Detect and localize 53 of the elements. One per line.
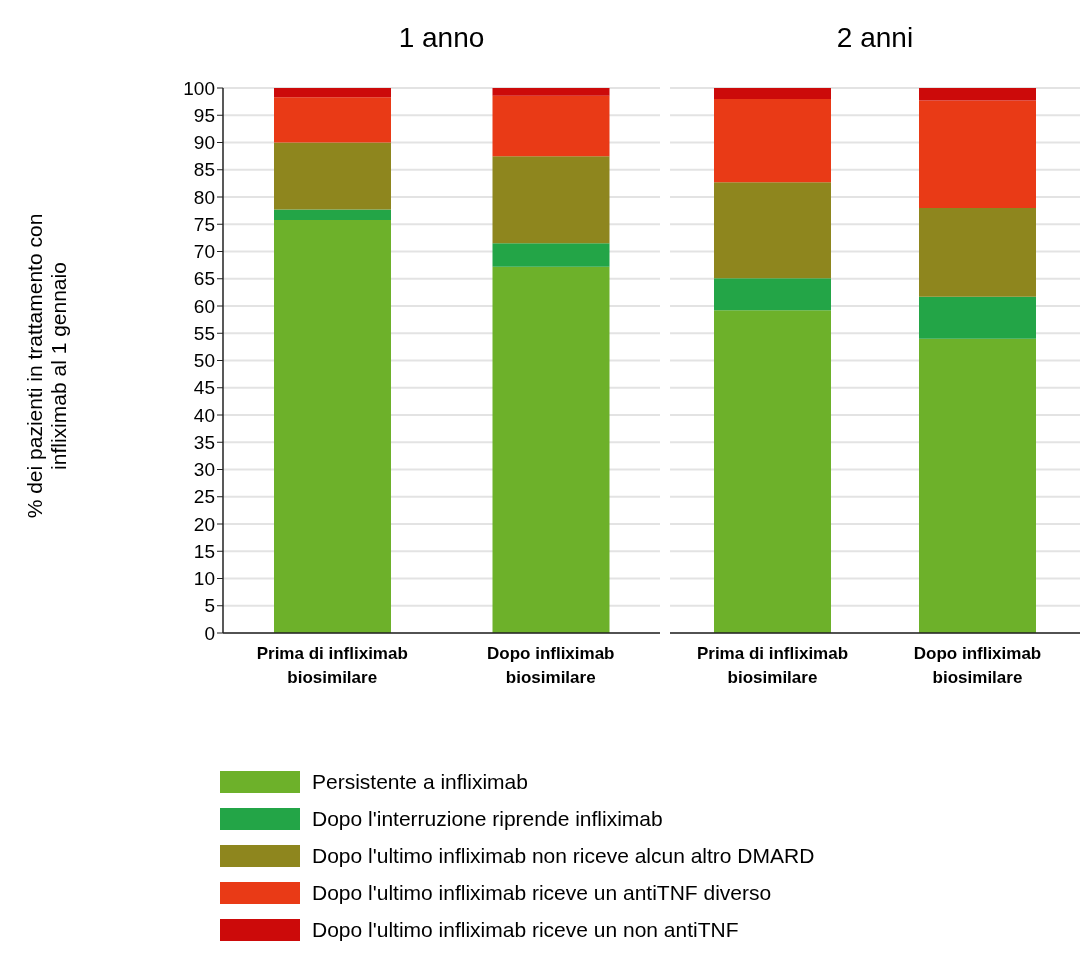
bar <box>492 88 610 96</box>
x-tick-label: Prima di infliximab biosimilare <box>696 644 849 687</box>
y-tick-label: 0 <box>204 622 215 644</box>
chart-title: 1 anno <box>397 21 486 55</box>
y-tick-label: 20 <box>193 513 215 535</box>
y-tick-label: 95 <box>193 104 215 126</box>
y-axis-title: % dei pazienti in trattamento con infliximab al 1 gennaio <box>23 212 71 521</box>
bar <box>714 278 831 311</box>
legend-label: Dopo l'ultimo infliximab riceve un antiTNF diverso <box>312 880 772 905</box>
bar <box>274 209 391 220</box>
bar <box>714 88 831 99</box>
y-tick-label: 85 <box>193 159 215 181</box>
y-tick-label: 75 <box>193 213 215 235</box>
bar <box>919 207 1036 297</box>
bar <box>274 97 391 143</box>
y-tick-label: 50 <box>193 350 215 372</box>
bar <box>919 88 1036 101</box>
chart-title: 2 anni <box>835 21 915 55</box>
y-tick-label: 100 <box>183 77 215 99</box>
legend-label: Dopo l'ultimo infliximab non riceve alcun altro DMARD <box>312 843 815 868</box>
y-tick-label: 55 <box>193 322 215 344</box>
y-tick-label: 80 <box>193 186 215 208</box>
x-tick-label: Dopo infliximab biosimilare <box>913 644 1042 687</box>
bar <box>919 296 1036 339</box>
bar <box>492 156 610 244</box>
y-tick-label: 25 <box>193 486 215 508</box>
bar <box>274 88 391 98</box>
y-tick-label: 30 <box>193 459 215 481</box>
y-tick-label: 10 <box>193 568 215 590</box>
y-tick-label: 5 <box>204 595 215 617</box>
legend-label: Persistente a infliximab <box>312 769 528 794</box>
y-tick-label: 70 <box>193 241 215 263</box>
y-tick-label: 15 <box>193 540 215 562</box>
x-tick-label: Prima di infliximab biosimilare <box>256 644 408 687</box>
bar <box>714 310 831 633</box>
bar <box>492 243 610 267</box>
y-tick-label: 60 <box>193 295 215 317</box>
bar <box>274 142 391 210</box>
y-tick-label: 40 <box>193 404 215 426</box>
bar <box>492 95 610 157</box>
bar <box>919 100 1036 208</box>
y-tick-label: 90 <box>193 132 215 154</box>
legend-label: Dopo l'interruzione riprende infliximab <box>312 806 663 831</box>
y-tick-label: 35 <box>193 431 215 453</box>
y-tick-label: 65 <box>193 268 215 290</box>
x-tick-label: Dopo infliximab biosimilare <box>487 644 615 687</box>
legend-label: Dopo l'ultimo infliximab riceve un non antiTNF <box>312 917 739 942</box>
bar <box>492 266 610 633</box>
y-tick-label: 45 <box>193 377 215 399</box>
bar <box>919 338 1036 633</box>
bar <box>274 219 391 633</box>
bar <box>714 98 831 183</box>
bar <box>714 182 831 279</box>
